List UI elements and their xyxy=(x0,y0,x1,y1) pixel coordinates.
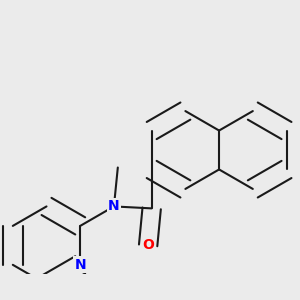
Text: N: N xyxy=(74,258,86,272)
Text: O: O xyxy=(142,238,154,252)
Text: N: N xyxy=(108,200,120,213)
